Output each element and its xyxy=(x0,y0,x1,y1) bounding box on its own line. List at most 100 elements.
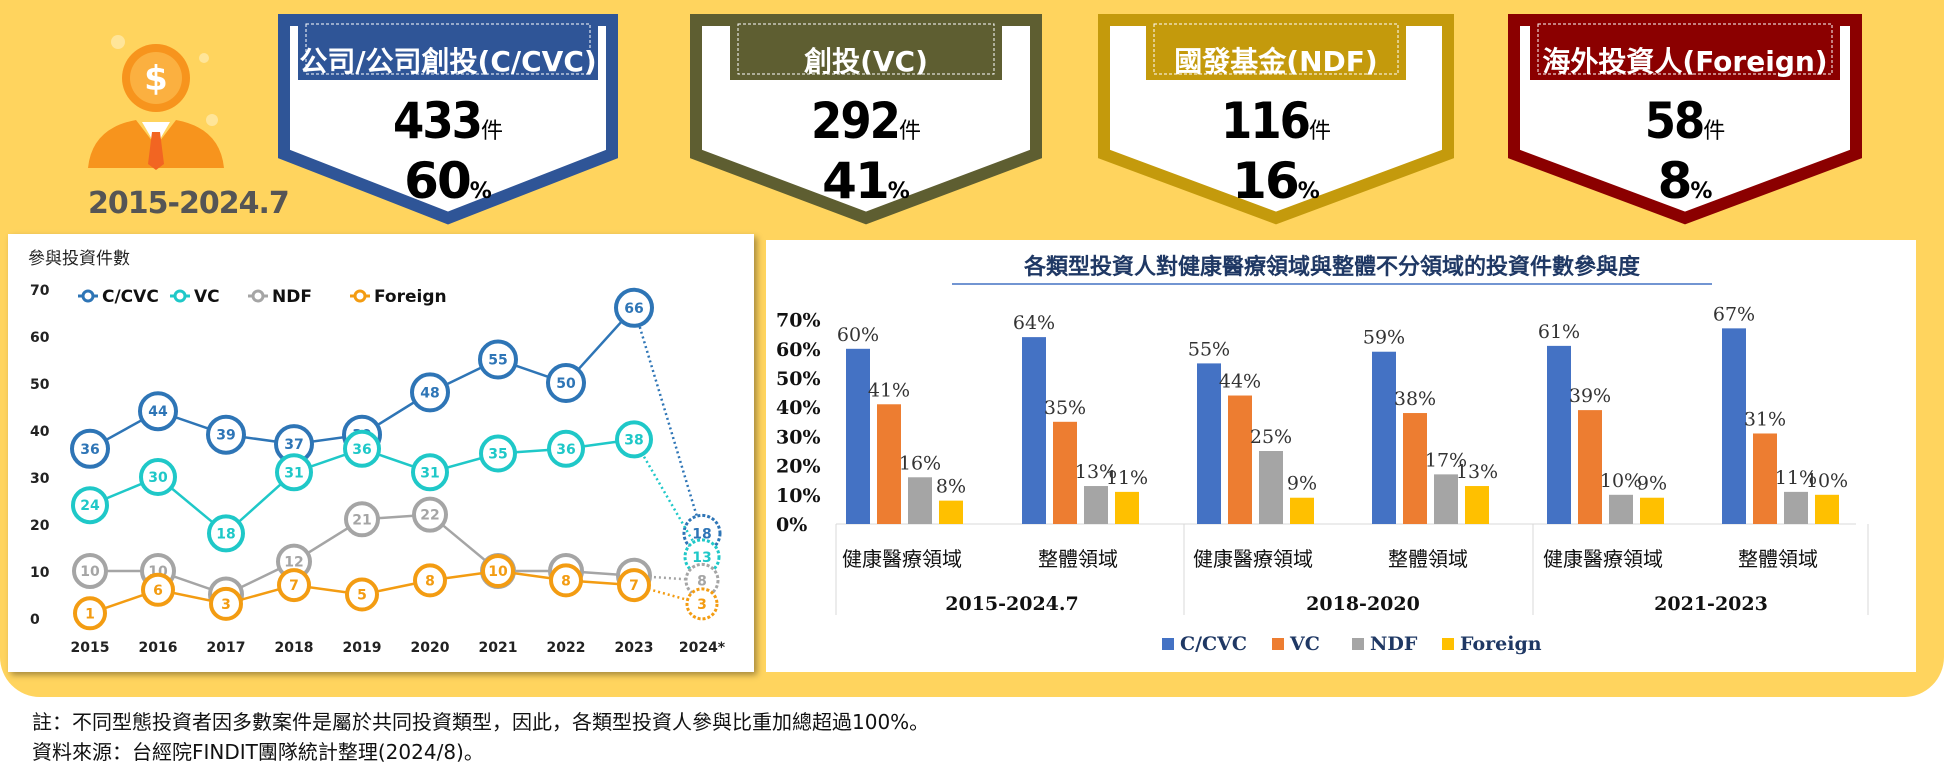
bar xyxy=(1372,351,1396,524)
data-point xyxy=(70,428,110,469)
bar-value-label: 64% xyxy=(1013,312,1055,334)
group-label: 2021-2023 xyxy=(1654,593,1768,615)
badge-count: 433件 xyxy=(393,92,503,150)
data-point xyxy=(617,568,651,603)
line-chart-ylabel: 參與投資件數 xyxy=(28,249,130,269)
bar-value-label: 39% xyxy=(1569,385,1611,407)
bar-value-label: 10% xyxy=(1806,470,1848,492)
badge-title: 公司/公司創投(C/CVC) xyxy=(299,45,597,78)
x-tick-label: 2024* xyxy=(679,640,726,656)
category-label: 整體領域 xyxy=(1038,547,1118,571)
y-tick-label: 70 xyxy=(30,283,50,299)
source-note: 資料來源：台經院FINDIT團隊統計整理(2024/8)。 xyxy=(32,740,484,764)
data-label: 10 xyxy=(488,564,508,580)
data-point xyxy=(412,496,448,533)
bar xyxy=(1815,494,1839,524)
data-label: 22 xyxy=(420,508,439,524)
data-point xyxy=(411,453,449,492)
bar-value-label: 60% xyxy=(837,324,879,346)
x-tick-label: 2016 xyxy=(139,640,178,656)
data-label: 10 xyxy=(80,564,100,580)
bar-value-label: 67% xyxy=(1713,303,1755,325)
legend-swatch xyxy=(1162,638,1174,650)
legend-item: NDF xyxy=(1352,633,1418,655)
y-tick-label: 30% xyxy=(776,426,821,448)
x-tick-label: 2019 xyxy=(343,640,382,656)
bar-value-label: 31% xyxy=(1744,408,1786,430)
badge-count: 292件 xyxy=(811,92,921,150)
data-label: 35 xyxy=(488,447,507,463)
data-label: 31 xyxy=(420,465,439,481)
badge-vc: 創投(VC) 292件 41% xyxy=(690,14,1042,226)
data-point xyxy=(139,458,177,496)
bar xyxy=(1578,410,1602,524)
data-point xyxy=(615,420,653,459)
data-label: 8 xyxy=(561,573,571,589)
y-tick-label: 50 xyxy=(30,377,50,393)
y-tick-label: 0 xyxy=(30,612,40,628)
legend-item: Foreign xyxy=(350,287,447,307)
data-label: 13 xyxy=(692,550,711,566)
bar-value-label: 44% xyxy=(1219,371,1261,393)
data-label: 24 xyxy=(80,498,100,514)
x-tick-label: 2020 xyxy=(411,640,450,656)
bar xyxy=(1609,494,1633,524)
bar xyxy=(1753,433,1777,524)
bar xyxy=(846,348,870,524)
period-label: 2015-2024.7 xyxy=(88,186,290,221)
data-point xyxy=(275,453,313,492)
legend-item: VC xyxy=(170,287,220,307)
data-label: 5 xyxy=(357,588,367,604)
series-line-projection xyxy=(632,438,704,558)
bar xyxy=(1053,421,1077,524)
badge-ndf: 國發基金(NDF) 116件 16% xyxy=(1098,14,1454,226)
legend-marker xyxy=(173,289,187,303)
series-line-projection xyxy=(632,307,704,534)
category-label: 整體領域 xyxy=(1738,547,1818,571)
bar-value-label: 35% xyxy=(1044,397,1086,419)
bar-value-label: 41% xyxy=(868,379,910,401)
data-label: 44 xyxy=(148,404,168,420)
y-tick-label: 60 xyxy=(30,330,50,346)
y-tick-label: 30 xyxy=(30,471,50,487)
badge-count: 116件 xyxy=(1221,92,1331,150)
bar xyxy=(1547,345,1571,524)
data-label: 18 xyxy=(216,526,235,542)
bar-chart: 各類型投資人對健康醫療領域與整體不分領域的投資件數參與度 0% 10% 20% 30% 4… xyxy=(776,254,1869,655)
bar xyxy=(1784,491,1808,524)
bar-value-label: 25% xyxy=(1250,426,1292,448)
x-tick-label: 2021 xyxy=(479,640,518,656)
data-label: 7 xyxy=(289,578,299,594)
bar-value-label: 11% xyxy=(1106,467,1148,489)
data-label: 31 xyxy=(284,465,303,481)
data-label: 55 xyxy=(488,353,507,369)
data-label: 8 xyxy=(697,573,707,589)
bar xyxy=(1403,413,1427,524)
legend-item: C/CVC xyxy=(1162,633,1247,655)
x-tick-label: 2018 xyxy=(275,640,314,656)
data-point xyxy=(344,501,380,538)
data-point xyxy=(413,563,447,598)
y-tick-label: 60% xyxy=(776,339,821,361)
y-tick-label: 70% xyxy=(776,310,821,332)
data-point xyxy=(71,486,109,525)
data-point xyxy=(481,554,515,588)
data-label: 3 xyxy=(697,597,707,613)
badge-percent: 60% xyxy=(404,152,492,210)
group-label: 2015-2024.7 xyxy=(945,593,1078,615)
y-tick-label: 40% xyxy=(776,397,821,419)
data-point xyxy=(547,429,585,468)
data-point xyxy=(207,514,245,553)
x-tick-label: 2023 xyxy=(615,640,654,656)
bar xyxy=(1197,363,1221,524)
legend-item: NDF xyxy=(248,287,312,307)
footnote: 註：不同型態投資者因多數案件是屬於共同投資類型，因此，各類型投資人參與比重加總超… xyxy=(32,710,930,734)
bar-value-label: 13% xyxy=(1456,461,1498,483)
data-label: 36 xyxy=(556,442,575,458)
legend-label: VC xyxy=(1289,633,1320,655)
badge-shape xyxy=(690,14,1042,225)
badge-foreign: 海外投資人(Foreign) 58件 8% xyxy=(1508,14,1862,226)
x-tick-label: 2022 xyxy=(547,640,586,656)
group-label: 2018-2020 xyxy=(1306,593,1420,615)
legend-marker xyxy=(251,289,265,303)
